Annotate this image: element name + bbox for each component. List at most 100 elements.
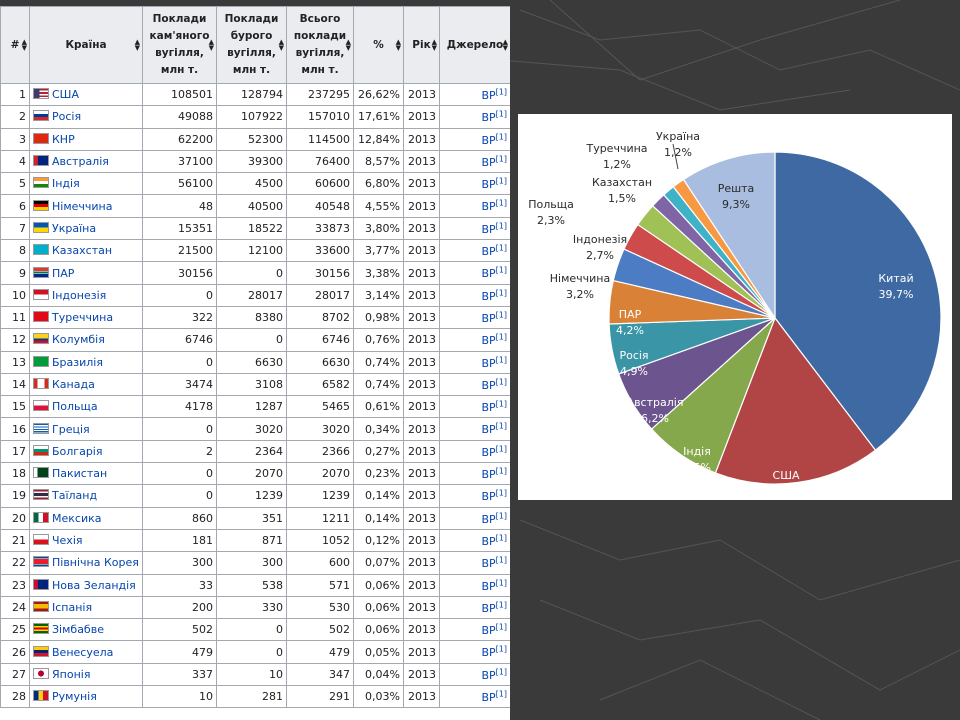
source-link[interactable]: BP[1] [481, 555, 507, 571]
country-link[interactable]: Туреччина [52, 311, 114, 325]
reference-marker[interactable]: [1] [495, 354, 507, 364]
country-link[interactable]: Індонезія [52, 288, 107, 302]
reference-marker[interactable]: [1] [495, 488, 507, 498]
source-link[interactable]: BP[1] [481, 154, 507, 169]
source-link[interactable]: BP[1] [481, 444, 507, 459]
reference-marker[interactable]: [1] [495, 444, 507, 454]
source-link[interactable]: BP[1] [481, 287, 507, 303]
reference-marker[interactable]: [1] [495, 265, 507, 275]
header-col-brown-coal[interactable]: Поклади бурого вугілля, млн т. ▲ ▼ [216, 6, 287, 84]
reference-marker[interactable]: [1] [495, 577, 507, 587]
reference-marker[interactable]: [1] [495, 87, 507, 97]
country-link[interactable]: Канада [52, 378, 95, 391]
sort-icon[interactable]: ▲ ▼ [208, 38, 214, 52]
country-link[interactable]: Венесуела [52, 645, 114, 659]
country-link[interactable]: КНР [52, 132, 75, 146]
source-link[interactable]: BP[1] [481, 600, 507, 615]
source-link[interactable]: BP[1] [481, 689, 507, 704]
source-link[interactable]: BP[1] [481, 644, 507, 660]
source-link[interactable]: BP[1] [481, 243, 507, 258]
source-link[interactable]: BP[1] [481, 176, 507, 192]
reference-marker[interactable]: [1] [495, 466, 507, 476]
reference-marker[interactable]: [1] [495, 555, 507, 565]
source-link[interactable]: BP[1] [481, 667, 507, 682]
header-col-source[interactable]: Джерело ▲ ▼ [439, 6, 510, 84]
source-link[interactable]: BP[1] [481, 421, 507, 437]
country-link[interactable]: Таїланд [52, 489, 98, 503]
sort-icon[interactable]: ▲ ▼ [395, 38, 401, 52]
reference-marker[interactable]: [1] [495, 600, 507, 610]
reference-marker[interactable]: [1] [495, 221, 507, 231]
sort-icon[interactable]: ▲ ▼ [278, 38, 284, 52]
source-link[interactable]: BP[1] [481, 109, 507, 125]
sort-icon[interactable]: ▲ ▼ [502, 38, 508, 52]
header-col-year[interactable]: Рік ▲ ▼ [403, 6, 440, 84]
source-link[interactable]: BP[1] [481, 399, 507, 414]
country-link[interactable]: Індія [52, 177, 80, 191]
source-link[interactable]: BP[1] [481, 332, 507, 348]
sort-icon[interactable]: ▲ ▼ [21, 38, 27, 52]
reference-marker[interactable]: [1] [495, 421, 507, 431]
country-link[interactable]: ПАР [52, 266, 75, 280]
country-link[interactable]: Зімбабве [52, 623, 104, 637]
reference-marker[interactable]: [1] [495, 109, 507, 119]
reference-marker[interactable]: [1] [495, 689, 507, 699]
reference-marker[interactable]: [1] [495, 310, 507, 320]
country-link[interactable]: Бразилія [52, 355, 103, 369]
reference-marker[interactable]: [1] [495, 622, 507, 632]
header-col-total[interactable]: Всього поклади вугілля, млн т. ▲ ▼ [286, 6, 354, 84]
sort-icon[interactable]: ▲ ▼ [345, 38, 351, 52]
country-link[interactable]: США [52, 88, 79, 102]
source-link[interactable]: BP[1] [481, 488, 507, 504]
country-link[interactable]: Казахстан [52, 244, 113, 258]
country-link[interactable]: Росія [52, 110, 82, 124]
reference-marker[interactable]: [1] [495, 154, 507, 164]
source-link[interactable]: BP[1] [481, 221, 507, 236]
sort-icon[interactable]: ▲ ▼ [134, 38, 140, 52]
country-link[interactable]: Україна [52, 221, 97, 235]
header-col-percent[interactable]: % ▲ ▼ [353, 6, 404, 84]
country-link[interactable]: Японія [52, 667, 91, 681]
header-col-country[interactable]: Країна ▲ ▼ [29, 6, 143, 84]
source-link[interactable]: BP[1] [481, 131, 507, 147]
reference-marker[interactable]: [1] [495, 131, 507, 141]
country-link[interactable]: Колумбія [52, 333, 105, 347]
country-link[interactable]: Польща [52, 400, 98, 414]
source-link[interactable]: BP[1] [481, 198, 507, 214]
reference-marker[interactable]: [1] [495, 510, 507, 520]
country-link[interactable]: Німеччина [52, 199, 113, 213]
source-link[interactable]: BP[1] [481, 377, 507, 392]
country-link[interactable]: Північна Корея [52, 556, 139, 570]
reference-marker[interactable]: [1] [495, 533, 507, 543]
reference-marker[interactable]: [1] [495, 399, 507, 409]
country-link[interactable]: Чехія [52, 534, 83, 548]
source-link[interactable]: BP[1] [481, 310, 507, 325]
country-link[interactable]: Пакистан [52, 467, 108, 481]
source-link[interactable]: BP[1] [481, 533, 507, 548]
country-link[interactable]: Греція [52, 422, 90, 436]
header-col-number[interactable]: # ▲ ▼ [0, 6, 30, 84]
country-link[interactable]: Болгарія [52, 444, 103, 458]
source-link[interactable]: BP[1] [481, 466, 507, 481]
header-col-hard-coal[interactable]: Поклади кам'яного вугілля, млн т. ▲ ▼ [142, 6, 217, 84]
source-link[interactable]: BP[1] [481, 577, 507, 593]
sort-icon[interactable]: ▲ ▼ [431, 38, 437, 52]
country-link[interactable]: Австралія [52, 155, 109, 169]
source-link[interactable]: BP[1] [481, 354, 507, 370]
country-link[interactable]: Румунія [52, 690, 97, 704]
reference-marker[interactable]: [1] [495, 243, 507, 253]
country-link[interactable]: Мексика [52, 511, 102, 525]
reference-marker[interactable]: [1] [495, 667, 507, 677]
source-link[interactable]: BP[1] [481, 622, 507, 637]
reference-marker[interactable]: [1] [495, 377, 507, 387]
reference-marker[interactable]: [1] [495, 198, 507, 208]
country-link[interactable]: Іспанія [52, 600, 93, 614]
reference-marker[interactable]: [1] [495, 332, 507, 342]
reference-marker[interactable]: [1] [495, 287, 507, 297]
country-link[interactable]: Нова Зеландія [52, 578, 136, 592]
reference-marker[interactable]: [1] [495, 176, 507, 186]
source-link[interactable]: BP[1] [481, 510, 507, 526]
source-link[interactable]: BP[1] [481, 87, 507, 102]
reference-marker[interactable]: [1] [495, 644, 507, 654]
source-link[interactable]: BP[1] [481, 265, 507, 281]
